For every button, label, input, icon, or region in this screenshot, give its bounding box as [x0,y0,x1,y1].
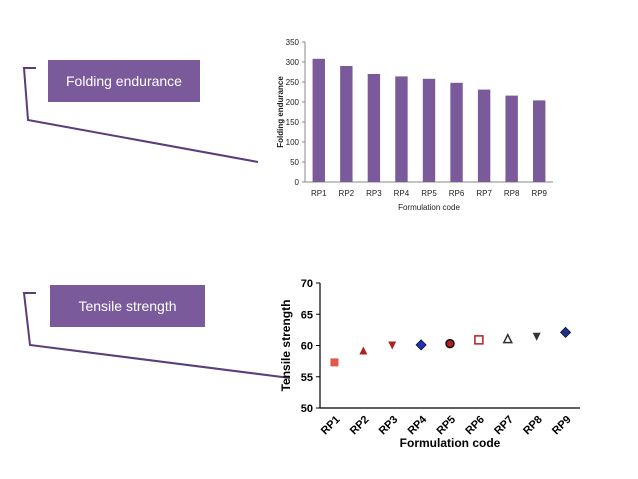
bar-x-tick-label: RP2 [339,189,355,198]
bar-y-tick-label: 100 [286,138,300,147]
bar-x-tick-label: RP6 [449,189,465,198]
folding-endurance-chart: 0 50 100 150 200 250 300 350 RP1 RP2 RP3 RP4 RP5 RP6 R… [276,38,553,212]
bracket-connectors [22,67,291,379]
scatter-point-rp4 [415,339,427,351]
scatter-x-tick-label: RP7 [492,414,516,438]
bar-rp6 [450,82,463,182]
scatter-point-rp3 [388,341,397,350]
scatter-point-rp1 [330,358,339,367]
tensile-strength-chart: 50 55 60 65 70 RP1 RP2 RP3 RP4 RP5 RP6 RP7 RP8 RP9 For… [279,278,580,450]
bar-rp2 [340,66,353,182]
scatter-point-rp9 [559,326,572,338]
bar-x-tick-label: RP7 [476,189,492,198]
scatter-y-tick-label: 70 [301,278,313,290]
bar-x-tick-label: RP9 [531,189,547,198]
bar-y-tick-label: 350 [286,38,300,47]
scatter-x-axis-title: Formulation code [400,436,501,450]
bar-rp9 [533,100,546,182]
bar-rp5 [422,78,436,182]
scatter-x-tick-label: RP9 [550,414,574,438]
scatter-point-rp6 [474,335,484,345]
bar-x-tick-label: RP3 [366,189,382,198]
scatter-y-axis-title: Tensile strength [279,300,293,392]
folding-endurance-label: Folding endurance [48,60,200,102]
scatter-x-tick-label: RP6 [463,414,487,438]
bar-x-tick-label: RP4 [394,189,410,198]
scatter-point-rp7 [502,332,513,344]
scatter-x-tick-label: RP4 [406,413,430,437]
scatter-x-tick-label: RP5 [434,414,458,438]
bar-y-tick-label: 200 [286,98,300,107]
scatter-point-rp5 [445,338,455,349]
bar-y-axis-title: Folding endurance [276,76,285,148]
scatter-y-tick-label: 50 [301,403,313,415]
scatter-point-rp2 [359,346,368,355]
bar-rp8 [505,95,518,182]
bar-y-tick-label: 300 [286,58,300,67]
bar-rp7 [477,89,491,182]
scatter-y-tick-label: 65 [301,309,313,321]
bar-y-tick-label: 250 [286,78,300,87]
bar-rp4 [395,76,408,182]
tensile-bracket-line [22,292,291,379]
bar-x-tick-label: RP5 [421,189,437,198]
bar-x-tick-label: RP1 [311,189,327,198]
bar-rp1 [312,58,325,182]
scatter-x-tick-label: RP1 [319,414,343,438]
bar-rp3 [367,74,381,182]
scatter-y-tick-label: 60 [301,341,313,353]
tensile-strength-label: Tensile strength [50,285,205,327]
scatter-x-tick-label: RP8 [521,414,545,438]
bar-x-tick-label: RP8 [504,189,520,198]
scatter-point-rp8 [532,332,541,341]
folding-bracket-line [22,67,259,163]
bar-y-tick-label: 150 [286,118,300,127]
bar-y-tick-label: 50 [290,158,299,167]
scatter-y-tick-label: 55 [301,372,313,384]
bar-x-axis-title: Formulation code [398,203,460,212]
scatter-x-tick-label: RP3 [377,414,401,438]
scatter-x-tick-label: RP2 [348,414,372,438]
bar-y-tick-label: 0 [295,178,300,187]
